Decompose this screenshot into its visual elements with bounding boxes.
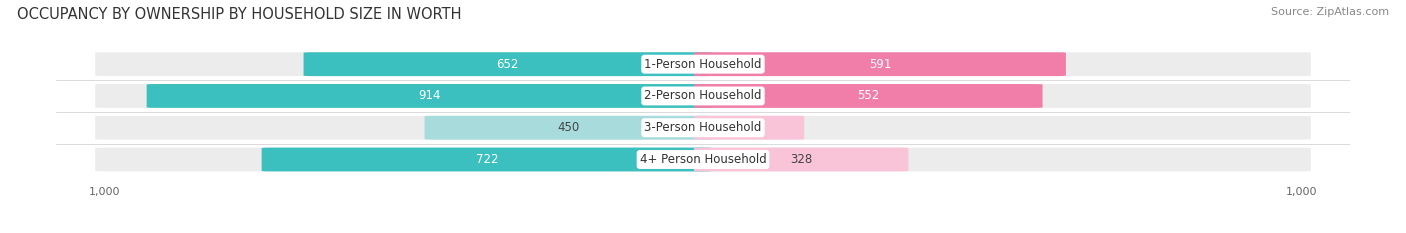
Text: 1-Person Household: 1-Person Household (644, 58, 762, 71)
FancyBboxPatch shape (695, 116, 804, 140)
Text: 4+ Person Household: 4+ Person Household (640, 153, 766, 166)
FancyBboxPatch shape (695, 116, 1310, 140)
FancyBboxPatch shape (695, 84, 1043, 108)
FancyBboxPatch shape (96, 52, 711, 76)
FancyBboxPatch shape (96, 84, 711, 108)
Text: 450: 450 (557, 121, 579, 134)
Legend: Owner-occupied, Renter-occupied: Owner-occupied, Renter-occupied (579, 230, 827, 233)
FancyBboxPatch shape (262, 147, 711, 171)
Text: 154: 154 (738, 121, 761, 134)
Text: 3-Person Household: 3-Person Household (644, 121, 762, 134)
Text: Source: ZipAtlas.com: Source: ZipAtlas.com (1271, 7, 1389, 17)
Text: 2-Person Household: 2-Person Household (644, 89, 762, 103)
FancyBboxPatch shape (425, 116, 711, 140)
FancyBboxPatch shape (695, 147, 908, 171)
FancyBboxPatch shape (695, 52, 1310, 76)
Text: 722: 722 (475, 153, 498, 166)
FancyBboxPatch shape (695, 52, 1066, 76)
FancyBboxPatch shape (146, 84, 711, 108)
Text: OCCUPANCY BY OWNERSHIP BY HOUSEHOLD SIZE IN WORTH: OCCUPANCY BY OWNERSHIP BY HOUSEHOLD SIZE… (17, 7, 461, 22)
FancyBboxPatch shape (695, 147, 1310, 171)
Text: 328: 328 (790, 153, 813, 166)
Text: 914: 914 (418, 89, 440, 103)
Text: 591: 591 (869, 58, 891, 71)
FancyBboxPatch shape (96, 147, 711, 171)
FancyBboxPatch shape (304, 52, 711, 76)
Text: 652: 652 (496, 58, 519, 71)
Text: 552: 552 (858, 89, 879, 103)
FancyBboxPatch shape (96, 116, 711, 140)
FancyBboxPatch shape (695, 84, 1310, 108)
